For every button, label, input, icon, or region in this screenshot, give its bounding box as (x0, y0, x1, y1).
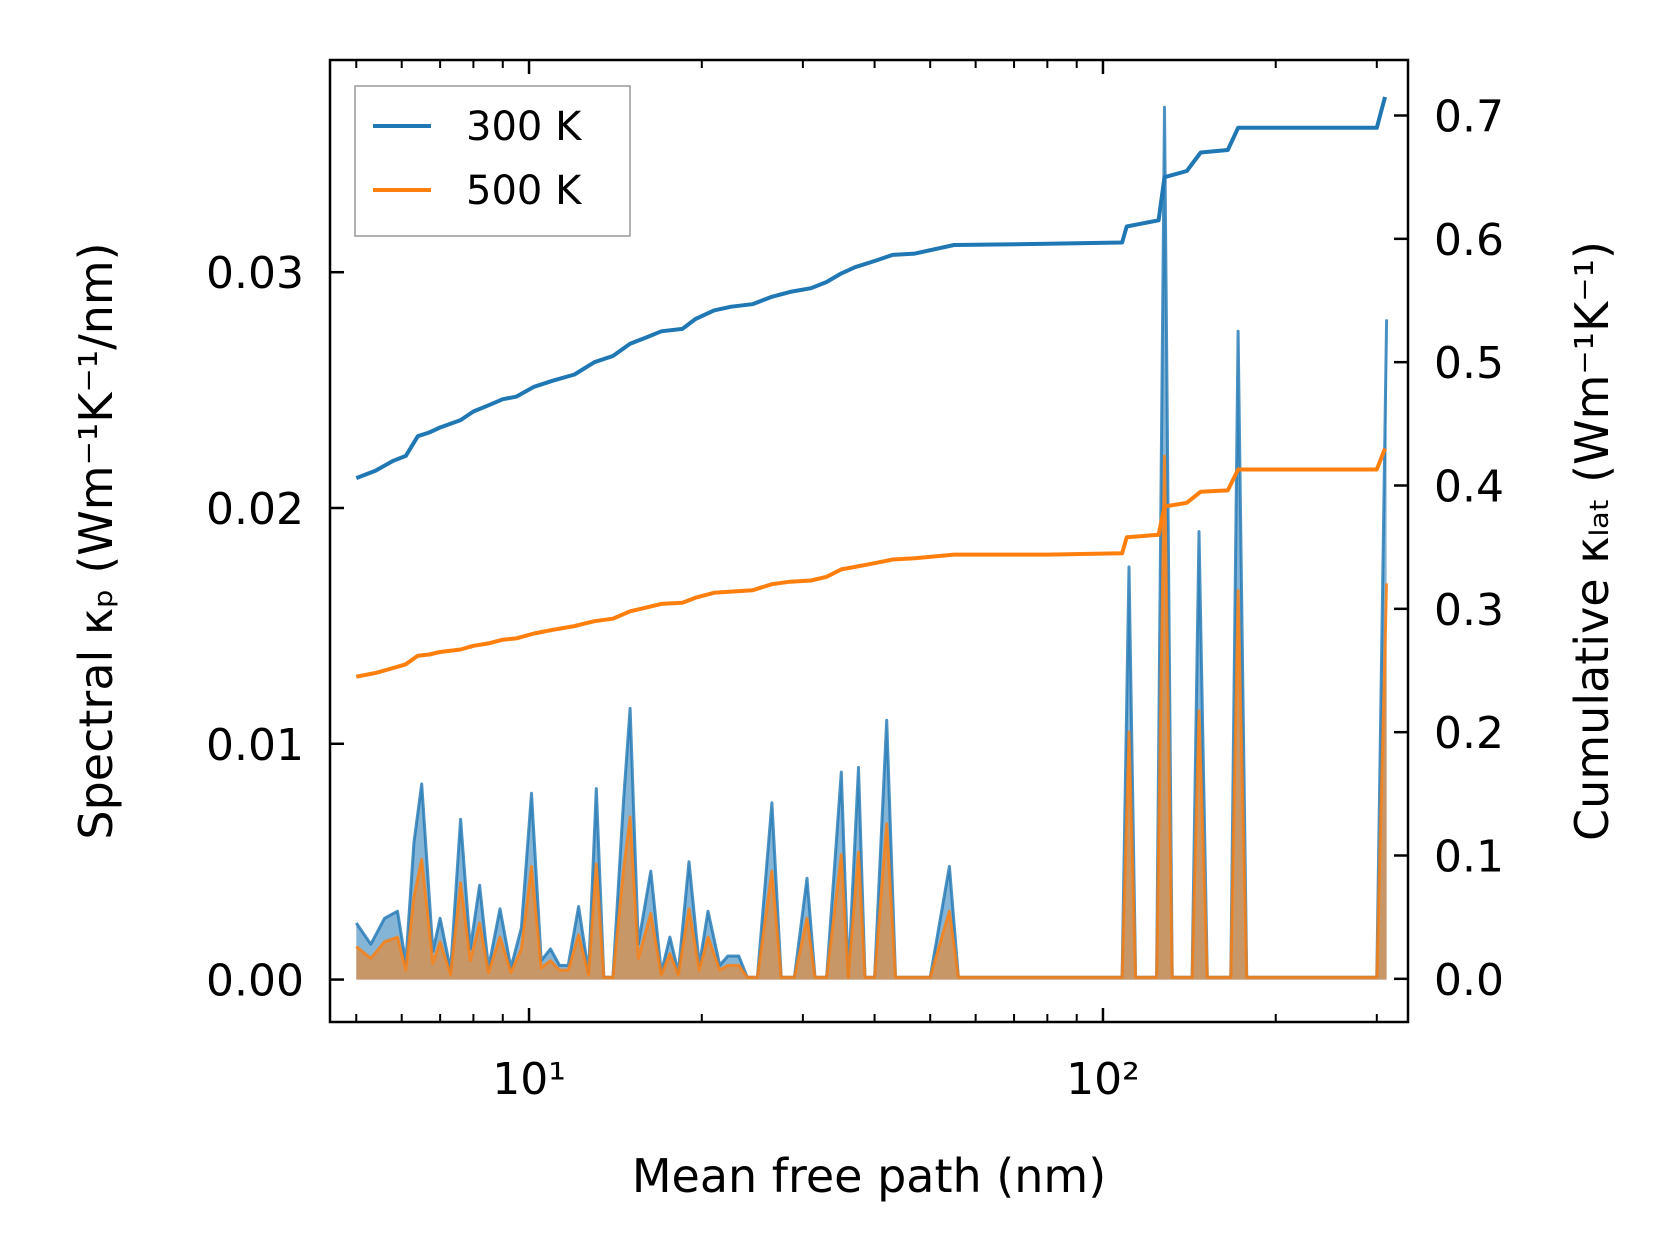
spectral-area-500k (356, 456, 1387, 980)
right-y-tick-label: 0.0 (1434, 955, 1504, 1006)
legend-label-300k: 300 K (466, 104, 583, 150)
right-y-tick-label: 0.7 (1434, 92, 1504, 143)
cumulative-lines (355, 96, 1387, 679)
legend: 300 K 500 K (354, 85, 631, 237)
x-tick-label: 10¹ (492, 1054, 566, 1105)
legend-label-500k: 500 K (466, 168, 583, 214)
left-y-tick-label: 0.01 (206, 720, 304, 771)
spectral-line-500k (355, 454, 1389, 979)
plot-frame (328, 58, 1410, 1024)
right-y-tick-label: 0.5 (1434, 338, 1504, 389)
left-y-axis-label: Spectral κₚ (Wm⁻¹K⁻¹/nm) (69, 242, 123, 839)
x-axis-label: Mean free path (nm) (632, 1149, 1106, 1203)
right-y-tick-label: 0.4 (1434, 462, 1504, 513)
left-y-tick-label: 0.02 (206, 484, 304, 535)
left-y-tick-label: 0.03 (206, 248, 304, 299)
right-y-tick-label: 0.6 (1434, 215, 1504, 266)
legend-box (354, 85, 631, 237)
right-y-tick-label: 0.1 (1434, 832, 1504, 883)
plot-area (355, 105, 1389, 980)
left-y-tick-label: 0.00 (206, 956, 304, 1007)
right-y-axis-label: Cumulative κₗₐₜ (Wm⁻¹K⁻¹) (1565, 241, 1619, 841)
axis-ticks: 10¹ 10² 0.00 0.01 0.02 0.03 0.0 0.1 0.2 0.3 0.4 0.5… (206, 60, 1504, 1105)
cumulative-line-300k (355, 96, 1387, 480)
cumulative-line-500k (355, 447, 1387, 679)
right-y-tick-label: 0.2 (1434, 708, 1504, 759)
x-tick-label: 10² (1066, 1054, 1140, 1105)
spectral-line-300k (355, 105, 1389, 979)
right-y-tick-label: 0.3 (1434, 585, 1504, 636)
